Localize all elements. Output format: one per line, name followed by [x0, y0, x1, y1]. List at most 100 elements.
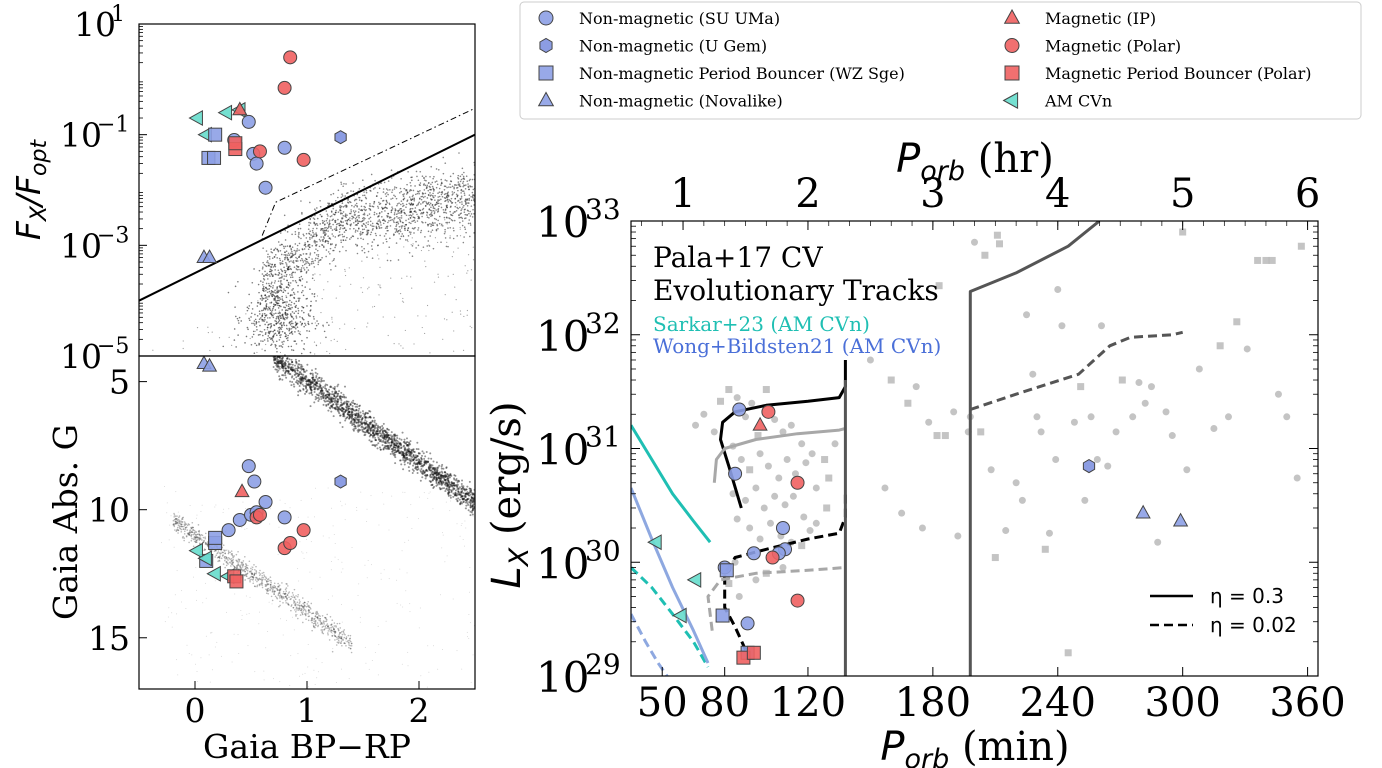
bg-dot — [332, 397, 335, 400]
bg-dot — [357, 228, 360, 230]
bg-dot — [293, 302, 296, 305]
bg-dot — [325, 229, 328, 232]
bg-dot — [299, 389, 302, 392]
bg-dot — [445, 473, 448, 476]
bg-dot — [279, 323, 282, 325]
bg-dot — [293, 600, 295, 603]
bg-dot — [259, 302, 262, 305]
bg-dot — [286, 365, 289, 368]
bg-dot — [418, 201, 420, 204]
bg-dot — [402, 451, 405, 454]
bg-dot — [382, 222, 385, 225]
bg-dot — [423, 462, 426, 465]
bg-dot — [365, 197, 368, 200]
bg-dot — [361, 410, 364, 413]
bg-dot — [308, 605, 310, 608]
bg-dot — [254, 330, 256, 332]
bg-dot — [260, 583, 263, 585]
bg-dot — [404, 229, 406, 231]
bg-dot — [183, 521, 186, 523]
bg-dot — [263, 339, 266, 341]
bg-dot — [360, 205, 363, 208]
bg-dot — [224, 557, 227, 560]
bg-dot — [326, 396, 329, 399]
bg-dot — [290, 358, 293, 361]
bg-dot — [453, 484, 456, 487]
gaia-background-cloud-bottom — [161, 356, 475, 688]
bg-dot — [457, 490, 460, 493]
bg-dot — [423, 457, 426, 460]
bg-dot — [293, 297, 296, 299]
bg-dot — [400, 438, 403, 441]
bg-dot — [338, 622, 341, 625]
bg-dot — [471, 506, 474, 509]
bg-dot — [386, 444, 389, 447]
bg-dot — [462, 185, 464, 188]
bg-dot — [327, 202, 329, 204]
bg-dot — [466, 314, 468, 316]
bg-dot — [333, 213, 336, 216]
bg-dot — [468, 494, 471, 497]
bg-dot — [424, 477, 427, 480]
bg-dot — [313, 378, 316, 381]
bg-dot — [278, 589, 280, 591]
bg-dot — [279, 277, 282, 279]
bg-dot — [287, 370, 290, 373]
bg-dot — [278, 360, 281, 363]
bg-dot — [437, 476, 440, 479]
bg-dot — [317, 625, 319, 628]
bg-dot — [371, 426, 374, 429]
bg-dot — [270, 587, 273, 590]
bg-dot — [186, 524, 189, 527]
bg-dot — [369, 224, 372, 226]
bg-dot — [275, 320, 278, 323]
bg-dot — [471, 496, 474, 499]
bg-dot — [295, 317, 298, 319]
bg-dot — [451, 185, 454, 188]
bg-dot — [454, 184, 456, 186]
bg-dot — [281, 243, 283, 246]
bg-dot — [306, 261, 309, 263]
bg-dot — [438, 477, 441, 480]
bg-dot — [418, 462, 421, 465]
bg-dot — [395, 228, 398, 230]
tl-point-su_uma — [249, 156, 264, 171]
bg-dot — [277, 369, 280, 372]
bg-dot — [354, 414, 357, 417]
bg-dot — [311, 376, 314, 379]
bg-dot — [348, 411, 351, 414]
bg-dot — [300, 267, 303, 269]
bg-dot — [392, 234, 395, 237]
bg-dot — [303, 370, 306, 373]
bg-dot — [330, 404, 333, 407]
bg-dot — [361, 233, 363, 235]
bg-dot — [261, 348, 263, 350]
bg-dot — [398, 202, 400, 204]
bg-dot — [341, 407, 344, 410]
bg-dot — [300, 611, 303, 614]
bg-dot — [284, 289, 287, 292]
bg-dot — [384, 203, 387, 206]
bg-dot — [386, 432, 389, 435]
bg-dot — [375, 430, 378, 433]
bg-dot — [423, 472, 426, 475]
bg-dot — [306, 605, 309, 607]
bg-dot — [446, 483, 449, 486]
bg-dot — [417, 458, 420, 461]
bg-dot — [383, 434, 386, 437]
bg-dot — [281, 270, 284, 273]
bg-dot — [404, 227, 406, 230]
bg-dot — [471, 501, 474, 504]
bg-dot — [336, 385, 339, 388]
bg-dot — [298, 332, 301, 335]
bg-dot — [435, 461, 438, 464]
bg-dot — [325, 249, 328, 251]
bg-dot — [286, 317, 288, 320]
bg-dot — [348, 405, 351, 408]
bg-dot — [318, 619, 320, 622]
bg-dot — [311, 381, 314, 384]
bg-dot — [397, 259, 400, 261]
bg-dot — [377, 432, 380, 435]
bg-dot — [341, 403, 344, 406]
bg-dot — [312, 262, 315, 264]
